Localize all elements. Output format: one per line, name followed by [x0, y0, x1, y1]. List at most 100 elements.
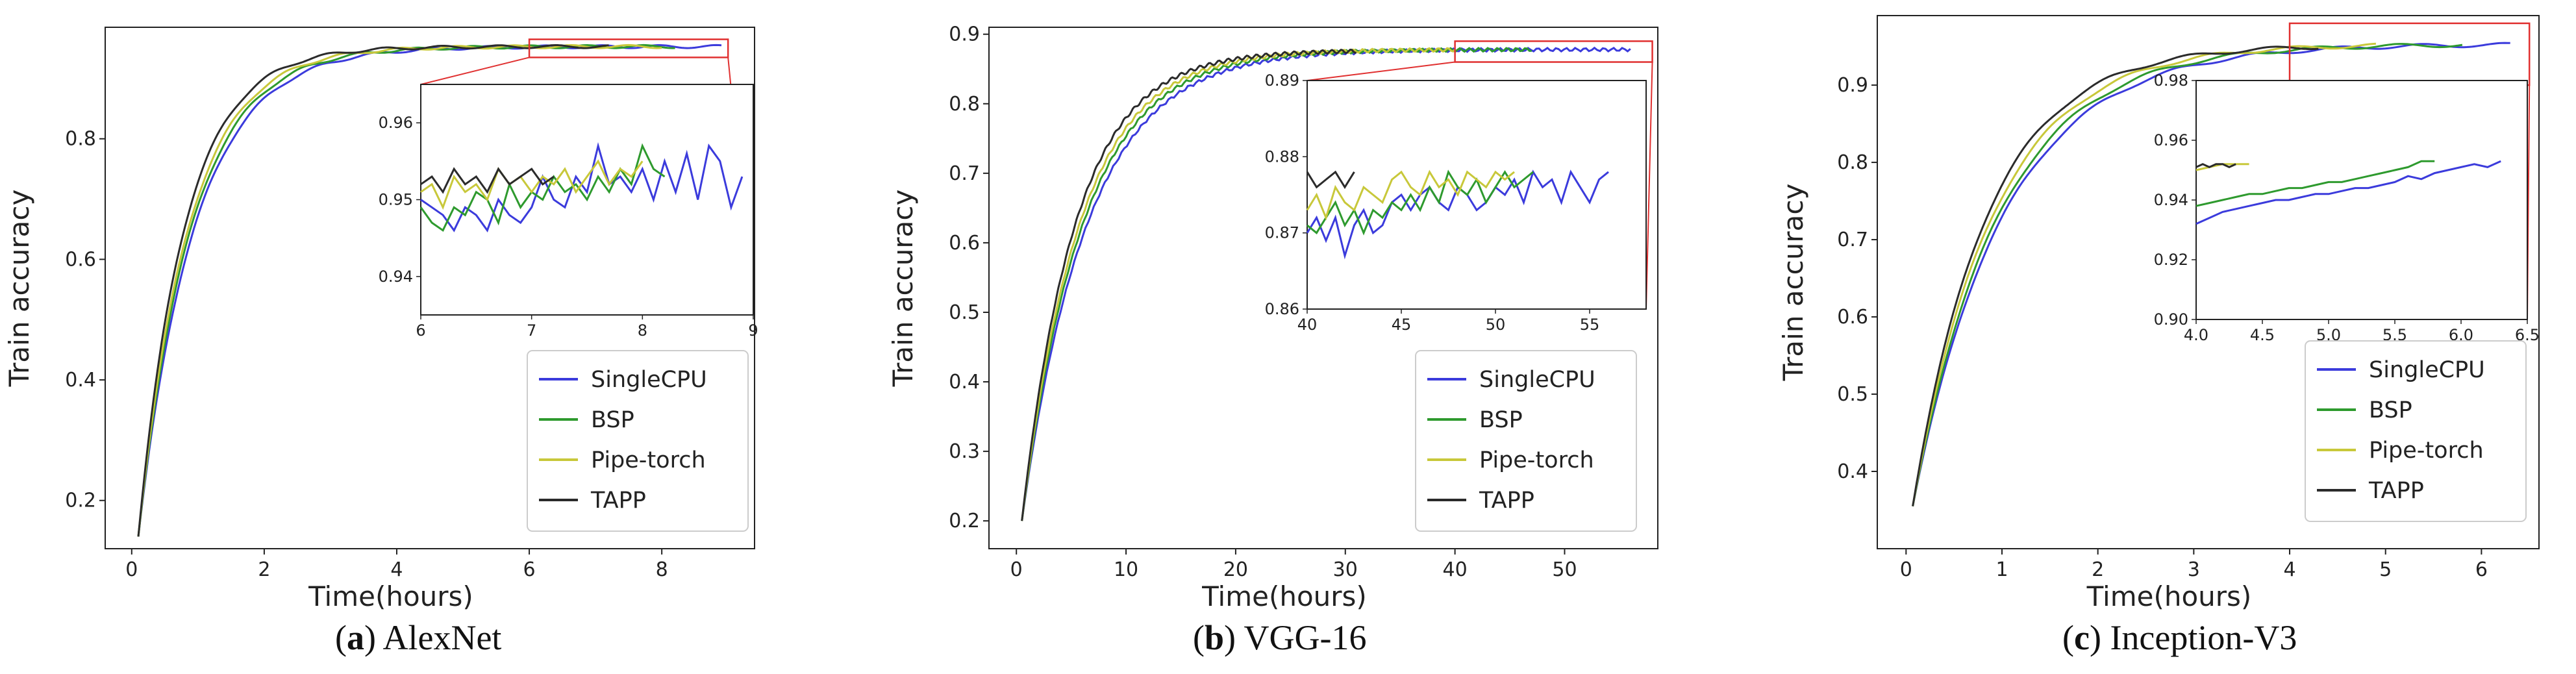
zoom-connector-line [1307, 61, 1455, 81]
zoom-region-box [528, 38, 729, 58]
inset-y-tick-label: 0.89 [1265, 71, 1299, 90]
inset-y-tick-label: 0.87 [1265, 224, 1299, 242]
inset-y-tick-label: 0.94 [2154, 191, 2188, 209]
series-line-pipe-torch [1021, 47, 1456, 521]
y-tick-label: 0.4 [65, 369, 96, 392]
y-tick-label: 0.5 [1837, 383, 1868, 406]
legend-label: TAPP [1479, 488, 1534, 514]
legend-label: TAPP [590, 488, 646, 514]
inset-y-tick-label: 0.95 [379, 191, 413, 209]
legend-box [527, 350, 749, 532]
caption-text: Inception-V3 [2110, 618, 2297, 657]
caption-label: b [1205, 618, 1224, 657]
inset-x-tick-label: 4.0 [2184, 326, 2208, 344]
caption-paren-open: ( [1193, 618, 1205, 657]
chart-vgg-16: 0 10 20 30 40 50 0.2 0.3 0.4 0.5 0.6 0.7 0.8 0.9 Time(… [887, 23, 1658, 657]
y-tick-label: 0.5 [949, 301, 980, 324]
inset-series-line-bsp [1307, 169, 1534, 236]
y-tick-label: 0.8 [1837, 151, 1868, 174]
caption-paren-close: ) [2090, 618, 2110, 657]
inset-y-tick-label: 0.90 [2154, 310, 2188, 329]
caption-label: a [347, 618, 364, 657]
y-axis-label: Train accuracy [1777, 184, 1809, 382]
legend-box [2305, 340, 2527, 522]
y-tick-label: 0.4 [1837, 460, 1868, 483]
zoom-connector-line [1645, 62, 1653, 310]
legend-label: Pipe-torch [2369, 438, 2484, 464]
inset-y-tick-label: 0.98 [2154, 71, 2188, 90]
inset-x-tick-label: 45 [1392, 316, 1412, 334]
zoom-region-box [1454, 40, 1653, 63]
x-axis-label: Time(hours) [308, 580, 473, 612]
x-tick-label: 1 [1995, 558, 2008, 581]
inset-y-tick-label: 0.96 [379, 114, 413, 132]
y-tick-label: 0.7 [1837, 229, 1868, 251]
y-tick-label: 0.4 [949, 371, 980, 393]
series-line-tapp [1912, 45, 2319, 506]
x-tick-label: 4 [2283, 558, 2295, 581]
subfigure-caption: (a) AlexNet [335, 618, 501, 657]
inset-y-tick-label: 0.92 [2154, 251, 2188, 269]
inset-series-line-singlecpu [2195, 160, 2501, 225]
series-line-singlecpu [1021, 46, 1631, 521]
inset-x-tick-label: 40 [1297, 316, 1318, 334]
inset-series-line-tapp [2195, 163, 2236, 169]
inset-x-tick-label: 9 [748, 321, 758, 340]
inset-y-tick-label: 0.96 [2154, 131, 2188, 149]
legend-label: SingleCPU [2369, 357, 2485, 383]
x-tick-label: 50 [1552, 558, 1577, 581]
inset-x-tick-label: 55 [1580, 316, 1600, 334]
x-tick-label: 10 [1114, 558, 1138, 581]
y-axis-label: Train accuracy [3, 190, 35, 388]
inset-x-tick-label: 4.5 [2250, 326, 2275, 344]
x-tick-label: 0 [1900, 558, 1912, 581]
x-axis-label: Time(hours) [1201, 580, 1367, 612]
legend-label: BSP [1479, 407, 1523, 433]
inset-y-tick-label: 0.94 [379, 268, 413, 286]
caption-paren-open: ( [2062, 618, 2074, 657]
plot-frame [988, 27, 1658, 549]
plot-frame [1877, 15, 2540, 549]
legend-label: BSP [2369, 397, 2412, 423]
y-tick-label: 0.3 [949, 440, 980, 463]
inset-series-line-tapp [420, 167, 555, 194]
y-tick-label: 0.8 [949, 93, 980, 116]
caption-paren-close: ) [1224, 618, 1244, 657]
y-tick-label: 0.2 [65, 490, 96, 512]
inset-series-line-tapp [1306, 170, 1355, 190]
caption-paren-close: ) [364, 618, 383, 657]
x-tick-label: 30 [1333, 558, 1358, 581]
legend-label: SingleCPU [591, 367, 707, 393]
inset-series-line-bsp [419, 143, 666, 232]
chart-inception-v3: 0 1 2 3 4 5 6 0.4 0.5 0.6 0.7 0.8 0.9 Time(hours) Trai… [1777, 15, 2540, 657]
x-tick-label: 2 [2092, 558, 2104, 581]
x-tick-label: 0 [1010, 558, 1023, 581]
series-line-bsp [1021, 47, 1532, 521]
zoom-region-box [2288, 22, 2531, 86]
y-tick-label: 0.7 [949, 162, 980, 185]
inset-frame [2195, 80, 2528, 320]
y-tick-label: 0.9 [949, 23, 980, 46]
legend-label: SingleCPU [1479, 367, 1595, 393]
inset-frame [1307, 80, 1647, 310]
subfigure-caption: (c) Inception-V3 [2062, 618, 2297, 657]
legend-box [1415, 350, 1637, 532]
subfigure-caption: (b) VGG-16 [1193, 618, 1367, 657]
inset-x-tick-label: 50 [1486, 316, 1506, 334]
series-line-bsp [1912, 43, 2463, 506]
inset-y-tick-label: 0.88 [1265, 147, 1299, 166]
x-tick-label: 5 [2379, 558, 2392, 581]
y-tick-label: 0.2 [949, 510, 980, 532]
inset-series-line-pipe-torch [1306, 169, 1515, 221]
legend-label: BSP [591, 407, 634, 433]
inset-series-line-bsp [2195, 160, 2435, 207]
caption-label: c [2074, 618, 2090, 657]
chart-alexnet: 0 2 4 6 8 0.2 0.4 0.6 0.8 Time(hours) Train accura… [3, 27, 758, 657]
y-tick-label: 0.6 [65, 248, 96, 271]
x-tick-label: 8 [656, 558, 668, 581]
legend-label: Pipe-torch [591, 447, 706, 473]
series-line-pipe-torch [1912, 42, 2376, 506]
x-tick-label: 4 [390, 558, 403, 581]
caption-text: VGG-16 [1244, 618, 1367, 657]
